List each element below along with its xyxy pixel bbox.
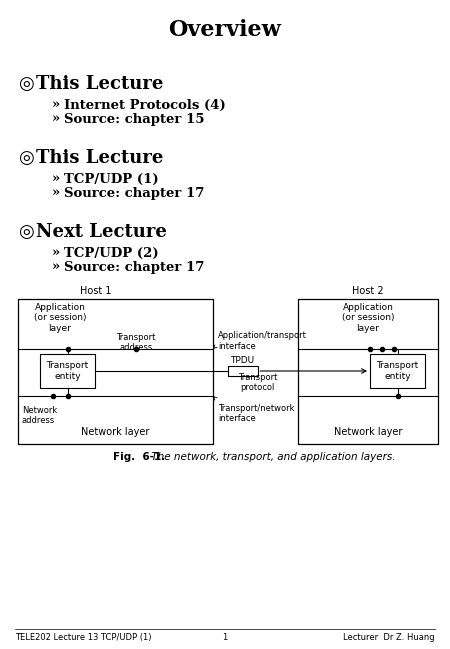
Bar bbox=[40, 354, 95, 388]
Bar bbox=[370, 354, 425, 388]
Bar bbox=[298, 299, 438, 444]
Text: »: » bbox=[52, 187, 60, 200]
Text: »: » bbox=[52, 173, 60, 186]
Text: Network layer: Network layer bbox=[81, 427, 150, 437]
Text: »: » bbox=[52, 261, 60, 274]
Text: TPDU: TPDU bbox=[230, 356, 255, 365]
Text: »: » bbox=[52, 247, 60, 260]
Text: Application
(or session)
layer: Application (or session) layer bbox=[342, 303, 394, 333]
Text: ◎: ◎ bbox=[18, 149, 34, 167]
Text: Source: chapter 17: Source: chapter 17 bbox=[64, 261, 204, 274]
Text: »: » bbox=[52, 113, 60, 126]
Text: This Lecture: This Lecture bbox=[36, 75, 163, 93]
Text: ◎: ◎ bbox=[18, 75, 34, 93]
Text: Transport
entity: Transport entity bbox=[376, 361, 418, 381]
Text: Lecturer  Dr Z. Huang: Lecturer Dr Z. Huang bbox=[343, 633, 435, 642]
Text: 1: 1 bbox=[222, 633, 228, 642]
Text: Internet Protocols (4): Internet Protocols (4) bbox=[64, 99, 226, 112]
Text: TCP/UDP (1): TCP/UDP (1) bbox=[64, 173, 158, 186]
Text: Next Lecture: Next Lecture bbox=[36, 223, 167, 241]
Text: TELE202 Lecture 13 TCP/UDP (1): TELE202 Lecture 13 TCP/UDP (1) bbox=[15, 633, 152, 642]
Bar bbox=[18, 299, 213, 444]
Text: Transport/network
interface: Transport/network interface bbox=[218, 404, 294, 423]
Text: Host 2: Host 2 bbox=[352, 286, 384, 296]
Text: Network
address: Network address bbox=[22, 406, 57, 425]
Text: Source: chapter 15: Source: chapter 15 bbox=[64, 113, 204, 126]
Text: TCP/UDP (2): TCP/UDP (2) bbox=[64, 247, 158, 260]
Text: Fig.  6-1.: Fig. 6-1. bbox=[113, 452, 165, 462]
Text: The network, transport, and application layers.: The network, transport, and application … bbox=[148, 452, 396, 462]
Text: This Lecture: This Lecture bbox=[36, 149, 163, 167]
Text: Transport
address: Transport address bbox=[116, 333, 156, 352]
Text: »: » bbox=[52, 99, 60, 112]
Text: Application
(or session)
layer: Application (or session) layer bbox=[34, 303, 86, 333]
Bar bbox=[228, 366, 257, 376]
Text: Overview: Overview bbox=[169, 19, 281, 41]
Text: Transport
entity: Transport entity bbox=[46, 361, 89, 381]
Text: Host 1: Host 1 bbox=[80, 286, 111, 296]
Text: Network layer: Network layer bbox=[334, 427, 402, 437]
Text: Transport
protocol: Transport protocol bbox=[238, 373, 277, 393]
Text: ◎: ◎ bbox=[18, 223, 34, 241]
Text: Application/transport
interface: Application/transport interface bbox=[218, 331, 307, 350]
Text: Source: chapter 17: Source: chapter 17 bbox=[64, 187, 204, 200]
